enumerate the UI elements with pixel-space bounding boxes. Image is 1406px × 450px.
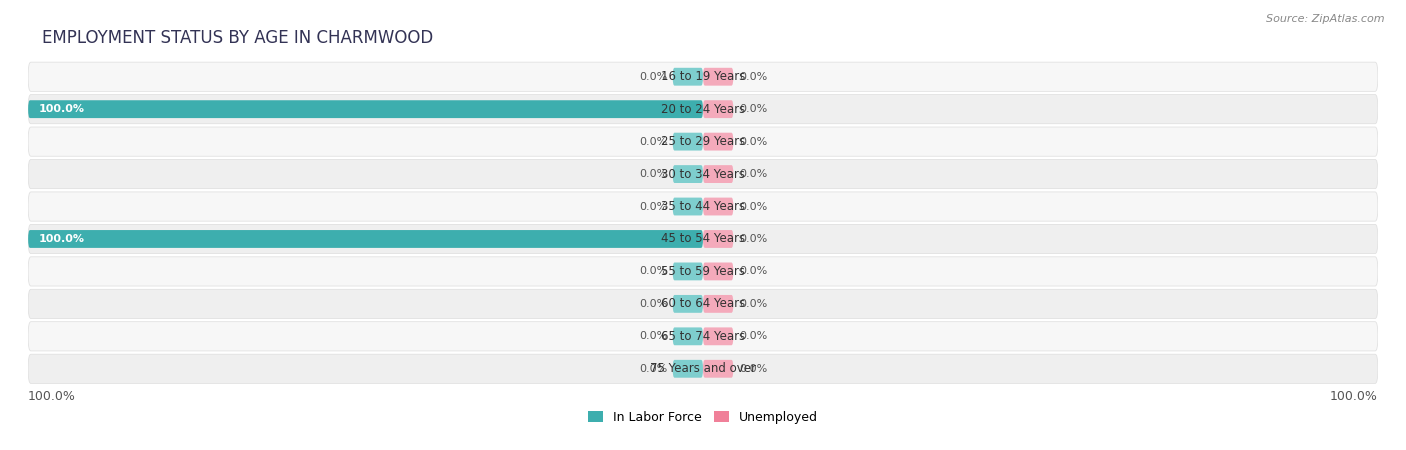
Text: 25 to 29 Years: 25 to 29 Years	[661, 135, 745, 148]
FancyBboxPatch shape	[703, 262, 734, 280]
Text: 0.0%: 0.0%	[738, 266, 768, 276]
Text: 0.0%: 0.0%	[738, 234, 768, 244]
FancyBboxPatch shape	[28, 322, 1378, 351]
FancyBboxPatch shape	[703, 133, 734, 151]
FancyBboxPatch shape	[28, 100, 703, 118]
FancyBboxPatch shape	[703, 295, 734, 313]
FancyBboxPatch shape	[703, 230, 734, 248]
Text: 55 to 59 Years: 55 to 59 Years	[661, 265, 745, 278]
FancyBboxPatch shape	[672, 360, 703, 378]
Text: 0.0%: 0.0%	[638, 202, 668, 211]
FancyBboxPatch shape	[28, 159, 1378, 189]
Text: 0.0%: 0.0%	[638, 364, 668, 374]
FancyBboxPatch shape	[703, 198, 734, 216]
Text: 30 to 34 Years: 30 to 34 Years	[661, 167, 745, 180]
Text: 0.0%: 0.0%	[738, 72, 768, 82]
FancyBboxPatch shape	[28, 354, 1378, 383]
FancyBboxPatch shape	[28, 289, 1378, 319]
Text: 20 to 24 Years: 20 to 24 Years	[661, 103, 745, 116]
FancyBboxPatch shape	[703, 165, 734, 183]
Text: 60 to 64 Years: 60 to 64 Years	[661, 297, 745, 310]
Text: Source: ZipAtlas.com: Source: ZipAtlas.com	[1267, 14, 1385, 23]
Text: EMPLOYMENT STATUS BY AGE IN CHARMWOOD: EMPLOYMENT STATUS BY AGE IN CHARMWOOD	[42, 29, 433, 47]
Text: 0.0%: 0.0%	[638, 299, 668, 309]
Text: 0.0%: 0.0%	[738, 364, 768, 374]
Text: 0.0%: 0.0%	[638, 169, 668, 179]
Text: 0.0%: 0.0%	[738, 202, 768, 211]
FancyBboxPatch shape	[703, 100, 734, 118]
Text: 35 to 44 Years: 35 to 44 Years	[661, 200, 745, 213]
Text: 65 to 74 Years: 65 to 74 Years	[661, 330, 745, 343]
Text: 0.0%: 0.0%	[738, 137, 768, 147]
Text: 45 to 54 Years: 45 to 54 Years	[661, 233, 745, 246]
FancyBboxPatch shape	[672, 133, 703, 151]
Text: 0.0%: 0.0%	[638, 331, 668, 342]
Text: 100.0%: 100.0%	[1330, 390, 1378, 403]
Text: 0.0%: 0.0%	[738, 331, 768, 342]
FancyBboxPatch shape	[703, 68, 734, 86]
FancyBboxPatch shape	[703, 328, 734, 345]
Text: 0.0%: 0.0%	[738, 299, 768, 309]
FancyBboxPatch shape	[703, 360, 734, 378]
FancyBboxPatch shape	[672, 262, 703, 280]
Text: 100.0%: 100.0%	[38, 104, 84, 114]
FancyBboxPatch shape	[28, 225, 1378, 254]
FancyBboxPatch shape	[28, 257, 1378, 286]
FancyBboxPatch shape	[672, 198, 703, 216]
Text: 0.0%: 0.0%	[638, 72, 668, 82]
Text: 0.0%: 0.0%	[738, 104, 768, 114]
FancyBboxPatch shape	[672, 165, 703, 183]
FancyBboxPatch shape	[28, 230, 703, 248]
FancyBboxPatch shape	[672, 328, 703, 345]
Legend: In Labor Force, Unemployed: In Labor Force, Unemployed	[583, 406, 823, 429]
FancyBboxPatch shape	[672, 295, 703, 313]
FancyBboxPatch shape	[28, 192, 1378, 221]
FancyBboxPatch shape	[28, 62, 1378, 91]
Text: 100.0%: 100.0%	[38, 234, 84, 244]
Text: 100.0%: 100.0%	[28, 390, 76, 403]
Text: 0.0%: 0.0%	[638, 266, 668, 276]
Text: 0.0%: 0.0%	[738, 169, 768, 179]
FancyBboxPatch shape	[28, 94, 1378, 124]
Text: 75 Years and over: 75 Years and over	[650, 362, 756, 375]
Text: 0.0%: 0.0%	[638, 137, 668, 147]
FancyBboxPatch shape	[28, 127, 1378, 156]
Text: 16 to 19 Years: 16 to 19 Years	[661, 70, 745, 83]
FancyBboxPatch shape	[672, 68, 703, 86]
